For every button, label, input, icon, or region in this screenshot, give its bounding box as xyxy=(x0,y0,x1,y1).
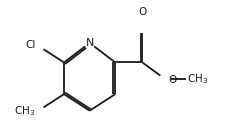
Text: Cl: Cl xyxy=(25,40,35,50)
Text: O: O xyxy=(138,7,146,17)
Text: CH$_3$: CH$_3$ xyxy=(186,72,207,86)
Text: N: N xyxy=(85,38,93,48)
Text: CH$_3$: CH$_3$ xyxy=(14,105,35,118)
Text: O: O xyxy=(168,75,176,85)
